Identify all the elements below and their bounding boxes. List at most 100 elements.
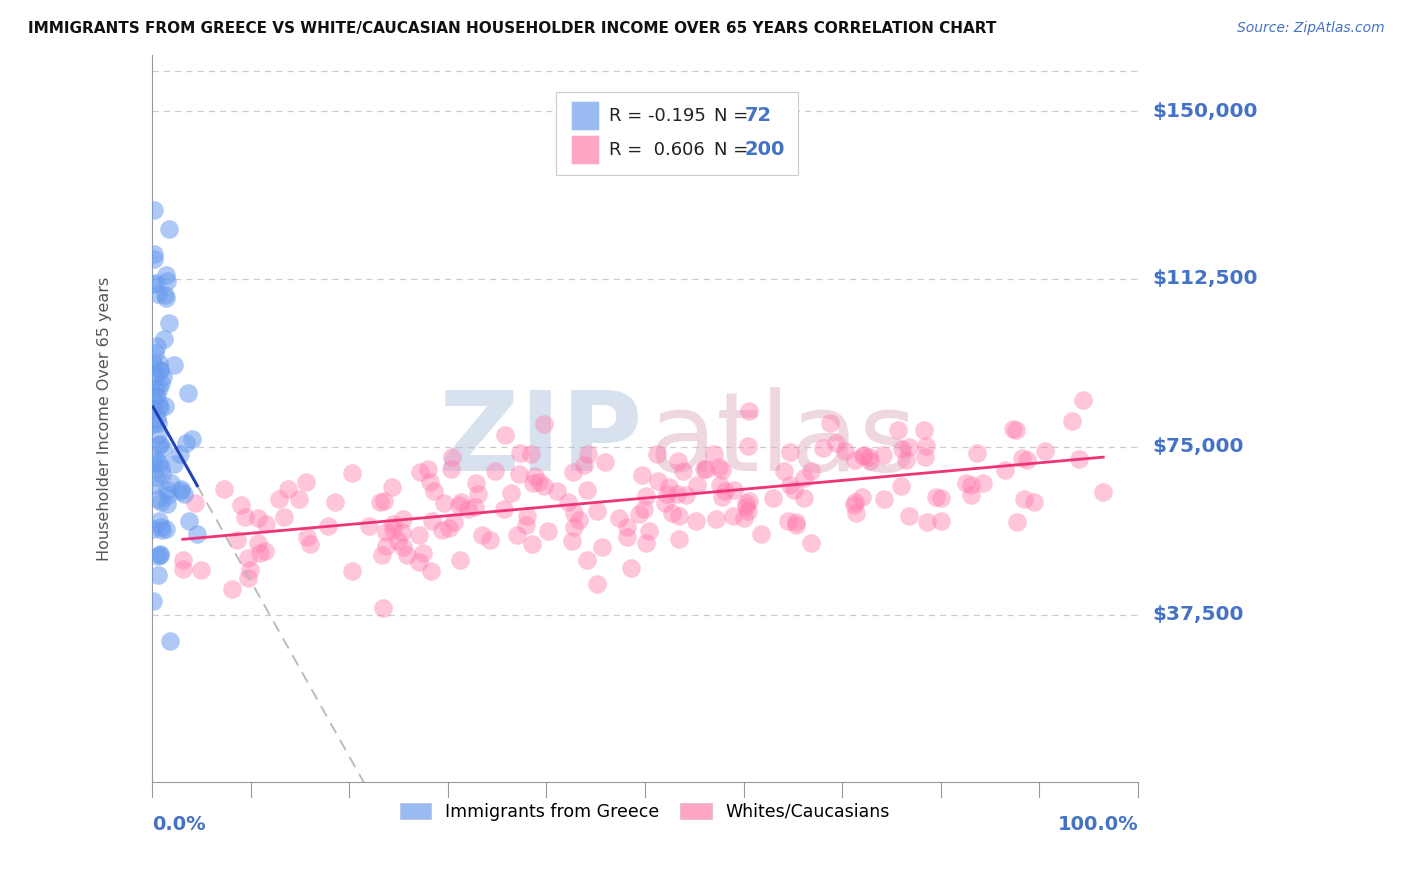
Point <box>373 601 395 615</box>
Point <box>180 432 202 446</box>
Point <box>852 448 875 462</box>
Text: $37,500: $37,500 <box>1152 605 1243 624</box>
Point <box>146 492 169 507</box>
Point <box>591 541 613 555</box>
Point <box>633 501 655 516</box>
Point <box>142 401 165 415</box>
Point <box>440 461 463 475</box>
Point <box>288 492 311 507</box>
Point <box>637 524 659 538</box>
Point <box>155 268 177 282</box>
Point <box>142 478 165 492</box>
Point <box>142 277 165 292</box>
Point <box>323 495 346 509</box>
Point <box>236 571 259 585</box>
Point <box>557 494 579 508</box>
Point <box>433 496 456 510</box>
Point <box>443 515 465 529</box>
Point <box>852 449 875 463</box>
Point <box>149 363 172 377</box>
Point <box>142 247 165 261</box>
Point <box>721 509 744 524</box>
Text: Source: ZipAtlas.com: Source: ZipAtlas.com <box>1237 21 1385 35</box>
Point <box>340 466 363 480</box>
Point <box>464 476 486 491</box>
Point <box>1024 495 1046 509</box>
Point <box>685 514 707 528</box>
Point <box>152 442 174 456</box>
Point <box>887 423 910 437</box>
Point <box>148 514 170 528</box>
Point <box>1015 452 1038 467</box>
Point <box>273 510 295 524</box>
Point <box>672 464 695 478</box>
Point <box>239 563 262 577</box>
Point <box>142 202 165 217</box>
Point <box>277 482 299 496</box>
Point <box>156 497 179 511</box>
Point <box>524 468 547 483</box>
Point <box>172 562 194 576</box>
Point <box>586 577 609 591</box>
Point <box>155 287 177 301</box>
Point <box>169 483 191 498</box>
Point <box>783 483 806 498</box>
Point <box>190 563 212 577</box>
Point <box>450 495 472 509</box>
Point <box>779 445 801 459</box>
Point <box>142 417 165 431</box>
Point <box>145 339 167 353</box>
Point <box>872 449 894 463</box>
Point <box>172 553 194 567</box>
Point <box>574 458 596 472</box>
Point <box>912 423 935 437</box>
Point <box>295 475 318 490</box>
Point <box>825 436 848 450</box>
Point <box>785 515 807 529</box>
Point <box>631 467 654 482</box>
Point <box>316 519 339 533</box>
Point <box>373 494 395 508</box>
Point <box>484 464 506 478</box>
Point <box>811 442 834 456</box>
Point <box>145 453 167 467</box>
Point <box>520 536 543 550</box>
Point <box>359 519 381 533</box>
Point <box>634 489 657 503</box>
Point <box>561 533 583 548</box>
Point <box>149 495 172 509</box>
Point <box>145 276 167 290</box>
Point <box>785 518 807 533</box>
Point <box>647 474 669 488</box>
Point <box>246 536 269 550</box>
Point <box>654 496 676 510</box>
Point <box>370 495 392 509</box>
Point <box>412 546 434 560</box>
Point <box>457 501 479 516</box>
Point <box>371 548 394 562</box>
Text: $150,000: $150,000 <box>1152 102 1257 120</box>
Point <box>620 560 643 574</box>
Point <box>149 548 172 562</box>
Point <box>1004 423 1026 437</box>
Text: $112,500: $112,500 <box>1152 269 1257 288</box>
Point <box>299 537 322 551</box>
Point <box>634 535 657 549</box>
Point <box>471 528 494 542</box>
Point <box>163 457 186 471</box>
Point <box>236 551 259 566</box>
Point <box>575 553 598 567</box>
Point <box>253 544 276 558</box>
Point <box>706 512 728 526</box>
Point <box>464 500 486 514</box>
Point <box>449 553 471 567</box>
Point <box>374 539 396 553</box>
Point <box>873 492 896 507</box>
Point <box>375 524 398 539</box>
Bar <box>571 136 599 164</box>
Point <box>1033 443 1056 458</box>
Point <box>479 533 502 548</box>
Point <box>710 490 733 504</box>
Point <box>776 515 799 529</box>
Point <box>169 482 191 496</box>
